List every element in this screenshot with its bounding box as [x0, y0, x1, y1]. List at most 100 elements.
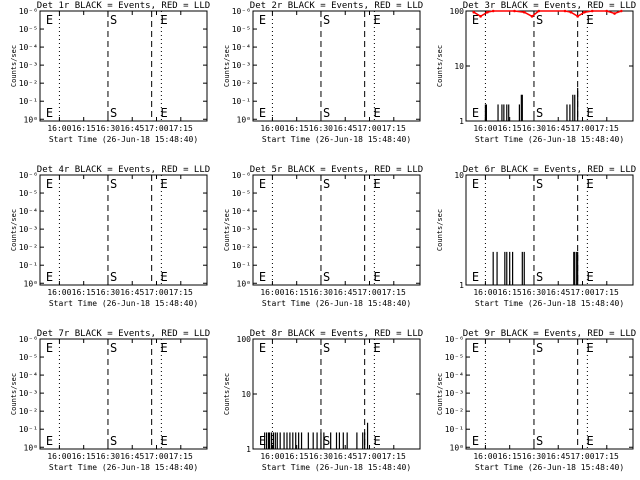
x-tick-label: 17:00	[144, 288, 168, 297]
x-tick-label: 16:30	[96, 452, 120, 461]
plot-frame	[39, 174, 208, 286]
time-marker-label-top: E	[259, 177, 266, 191]
time-marker-label: S	[323, 106, 330, 120]
time-marker-label: S	[110, 434, 117, 448]
lld-point	[605, 9, 609, 13]
lld-point	[513, 9, 516, 13]
y-tick-label: 10⁻⁴	[19, 43, 38, 52]
lld-point	[620, 9, 623, 13]
y-tick-label: 10⁻⁵	[19, 25, 38, 34]
time-marker-label: E	[373, 434, 380, 448]
y-tick-label: 10⁻¹	[19, 261, 38, 270]
lld-point	[491, 9, 495, 13]
time-marker-label-top: S	[110, 177, 117, 191]
y-tick-label: 10	[454, 62, 464, 71]
plot-frame	[39, 10, 208, 122]
time-marker-label: E	[46, 106, 53, 120]
x-axis-label: Start Time (26-Jun-18 15:48:40)	[262, 463, 411, 472]
y-tick-label: 100	[237, 335, 252, 344]
x-axis-label: Start Time (26-Jun-18 15:48:40)	[475, 299, 624, 308]
time-marker-label-top: E	[373, 341, 380, 355]
time-marker-label-top: E	[373, 13, 380, 27]
time-marker-label: E	[46, 270, 53, 284]
x-tick-label: 16:30	[522, 288, 546, 297]
time-marker-label-top: S	[323, 341, 330, 355]
x-tick-label: 16:15	[498, 452, 522, 461]
x-tick-label: 17:15	[382, 124, 406, 133]
y-tick-label: 10⁻¹	[19, 425, 38, 434]
x-axis-label: Start Time (26-Jun-18 15:48:40)	[262, 135, 411, 144]
time-marker-label-top: E	[259, 341, 266, 355]
lld-point	[530, 15, 534, 18]
y-tick-label: 10⁻³	[445, 389, 464, 398]
x-tick-label: 17:15	[169, 288, 193, 297]
x-tick-label: 17:00	[144, 124, 168, 133]
y-tick-label: 10	[241, 390, 251, 399]
time-marker-label-top: E	[46, 13, 53, 27]
x-tick-label: 16:30	[96, 288, 120, 297]
y-tick-label: 10⁻²	[19, 243, 38, 252]
x-tick-label: 17:00	[570, 288, 594, 297]
x-tick-label: 16:15	[72, 124, 96, 133]
time-marker-label-top: E	[472, 341, 479, 355]
x-tick-label: 16:00	[473, 288, 497, 297]
lld-point	[479, 15, 482, 18]
y-tick-label: 10⁻³	[232, 61, 251, 70]
plot-frame	[252, 174, 421, 286]
x-tick-label: 16:30	[522, 124, 546, 133]
x-axis-label: Start Time (26-Jun-18 15:48:40)	[262, 299, 411, 308]
x-axis-label: Start Time (26-Jun-18 15:48:40)	[49, 299, 198, 308]
x-axis-label: Start Time (26-Jun-18 15:48:40)	[49, 135, 198, 144]
y-tick-label: 10⁻⁵	[19, 353, 38, 362]
lld-series-line	[473, 10, 622, 18]
time-marker-label-top: E	[46, 341, 53, 355]
lld-point	[563, 9, 567, 13]
x-tick-label: 16:00	[47, 452, 71, 461]
x-tick-label: 17:15	[382, 452, 406, 461]
time-marker-label-top: E	[373, 177, 380, 191]
x-tick-label: 16:00	[473, 452, 497, 461]
x-tick-label: 17:00	[357, 124, 381, 133]
x-tick-label: 17:00	[144, 452, 168, 461]
y-tick-label: 1	[246, 445, 251, 454]
y-tick-label: 10⁻¹	[232, 261, 251, 270]
time-marker-label: S	[536, 270, 543, 284]
x-tick-label: 16:00	[473, 124, 497, 133]
x-tick-label: 17:15	[169, 124, 193, 133]
x-tick-label: 17:00	[570, 124, 594, 133]
y-axis-label: Counts/sec	[10, 209, 18, 251]
time-marker-label-top: S	[536, 341, 543, 355]
time-marker-label-top: E	[259, 13, 266, 27]
x-tick-label: 16:15	[72, 452, 96, 461]
lld-point	[590, 9, 594, 13]
y-tick-label: 10⁻¹	[445, 425, 464, 434]
y-axis-label: Counts/sec	[436, 45, 444, 87]
y-axis-label: Counts/sec	[10, 373, 18, 415]
time-marker-label-top: E	[472, 13, 479, 27]
y-tick-label: 10⁻⁴	[19, 371, 38, 380]
plot-frame	[39, 338, 208, 450]
y-axis-label: Counts/sec	[10, 45, 18, 87]
x-tick-label: 17:00	[357, 452, 381, 461]
lld-point	[486, 10, 489, 14]
x-tick-label: 17:00	[570, 452, 594, 461]
y-tick-label: 10⁻⁵	[19, 189, 38, 198]
time-marker-label: E	[46, 434, 53, 448]
time-marker-label-top: S	[536, 177, 543, 191]
y-tick-label: 10⁻¹	[232, 97, 251, 106]
y-tick-label: 10⁻²	[19, 407, 38, 416]
time-marker-label: E	[586, 106, 593, 120]
x-tick-label: 16:45	[546, 452, 570, 461]
y-tick-label: 10⁻²	[19, 79, 38, 88]
panel-title: Det 8r BLACK = Events, RED = LLD	[250, 329, 423, 339]
x-tick-label: 16:30	[309, 124, 333, 133]
x-tick-label: 16:30	[522, 452, 546, 461]
lld-point	[537, 9, 541, 13]
x-tick-label: 16:15	[285, 452, 309, 461]
